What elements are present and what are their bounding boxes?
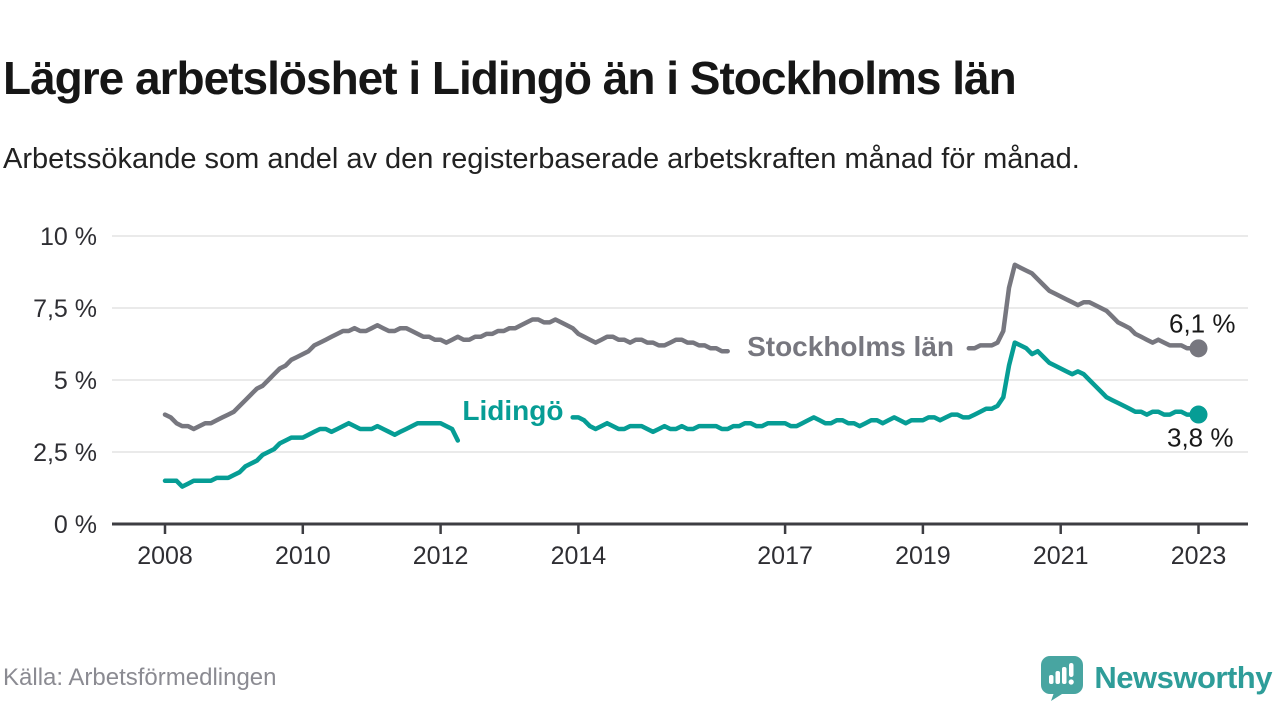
logo-exclamation-dot <box>1068 679 1075 685</box>
series-end-value-label: 6,1 % <box>1169 308 1236 338</box>
x-tick-label: 2012 <box>413 542 469 570</box>
x-tick-label: 2021 <box>1033 542 1089 570</box>
series-inline-label: Stockholms län <box>747 331 954 362</box>
y-tick-label: 7,5 % <box>33 295 97 323</box>
series-inline-label: Lidingö <box>462 395 563 426</box>
logo-bar-1 <box>1049 675 1054 684</box>
x-tick-label: 2014 <box>551 542 607 570</box>
x-tick-label: 2019 <box>895 542 951 570</box>
x-tick-label: 2017 <box>757 542 813 570</box>
newsworthy-logo: Newsworthy <box>1040 655 1272 701</box>
x-tick-label: 2023 <box>1171 542 1227 570</box>
series-line-liding- <box>570 340 1201 435</box>
page-title: Lägre arbetslöshet i Lidingö än i Stockh… <box>3 51 1017 104</box>
gridlines <box>112 235 1248 526</box>
series-end-dot <box>1189 339 1208 358</box>
series-line-liding- <box>162 420 461 489</box>
y-tick-label: 5 % <box>54 367 97 395</box>
series-labels: Stockholms län 6,1 % Lidingö 3,8 % <box>462 308 1235 452</box>
y-tick-label: 0 % <box>54 511 97 539</box>
series-end-value-label: 3,8 % <box>1167 423 1234 453</box>
y-tick-label: 10 % <box>40 223 97 251</box>
source-note: Källa: Arbetsförmedlingen <box>3 664 277 691</box>
newsworthy-logo-text: Newsworthy <box>1094 660 1272 695</box>
series-end-dot <box>1189 405 1208 424</box>
page-subtitle: Arbetssökande som andel av den registerb… <box>3 143 1080 175</box>
logo-bar-3 <box>1062 667 1067 684</box>
series-lines <box>162 262 1208 489</box>
newsworthy-logo-icon <box>1041 656 1084 701</box>
x-tick-label: 2010 <box>275 542 331 570</box>
x-tick-label: 2008 <box>137 542 193 570</box>
series-line-stockholms-l-n <box>966 262 1201 351</box>
logo-exclamation-bar <box>1069 663 1074 677</box>
logo-bar-2 <box>1055 671 1061 684</box>
x-axis: 2008 2010 2012 2014 2017 2019 2021 2023 <box>137 524 1226 570</box>
y-tick-label: 2,5 % <box>33 439 97 467</box>
y-axis-labels: 0 % 2,5 % 5 % 7,5 % 10 % <box>33 223 97 539</box>
footer: Källa: Arbetsförmedlingen Newsworthy <box>3 652 1272 704</box>
series-line-stockholms-l-n <box>162 317 730 432</box>
